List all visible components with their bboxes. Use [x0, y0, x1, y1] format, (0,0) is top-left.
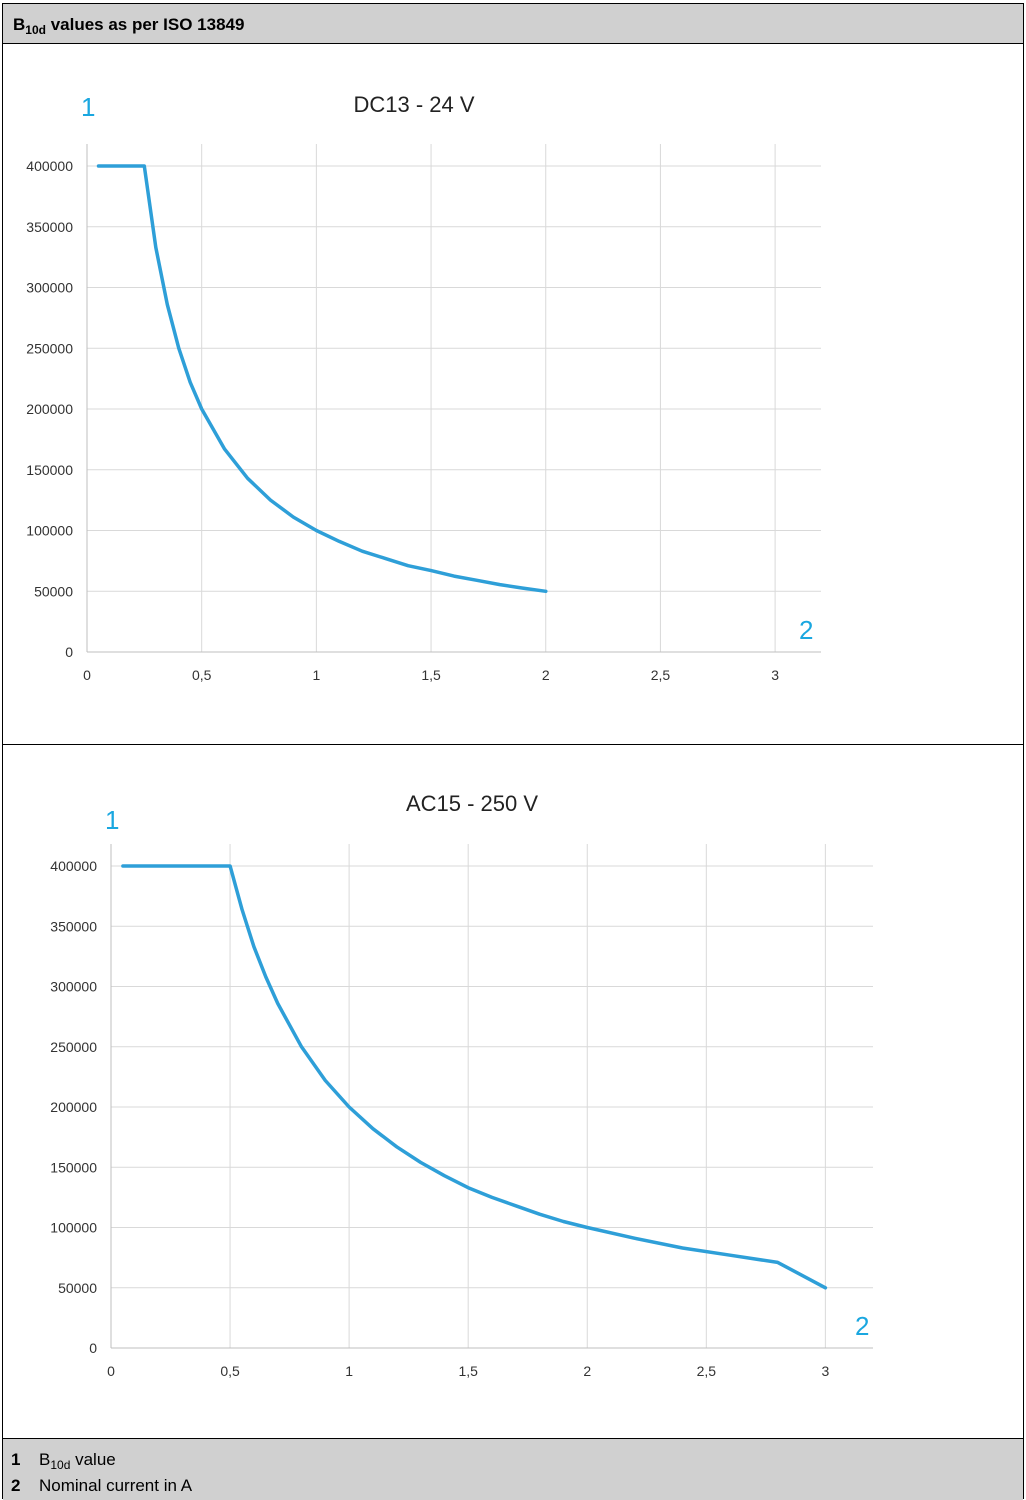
y-tick-label: 250000: [50, 1039, 97, 1055]
y-tick-label: 400000: [26, 158, 73, 174]
chart-cell-dc13: 0 50000 100000 150000 200000 250000 300000 3500…: [3, 44, 1023, 744]
legend-item-1: 1 B10d value: [11, 1450, 116, 1472]
y-tick-label: 150000: [50, 1159, 97, 1175]
y-tick-label: 300000: [50, 979, 97, 995]
callout-x-axis: 2: [855, 1311, 869, 1341]
x-tick-label: 1: [312, 667, 320, 683]
x-tick-label: 2: [542, 667, 550, 683]
y-tick-label: 400000: [50, 858, 97, 874]
x-tick-label: 1,5: [458, 1363, 478, 1379]
spec-table: B10d values as per ISO 13849 0 50000 10000…: [2, 3, 1024, 1500]
y-tick-label: 300000: [26, 280, 73, 296]
callout-y-axis: 1: [81, 92, 95, 122]
chart-title: AC15 - 250 V: [406, 791, 538, 816]
chart-cell-ac15: 0 50000 100000 150000 200000 250000 300000 3500…: [3, 745, 1023, 1438]
x-tick-label: 1: [345, 1363, 353, 1379]
x-tick-label: 0: [107, 1363, 115, 1379]
table-header: B10d values as per ISO 13849: [3, 4, 1023, 44]
legend-number: 2: [11, 1476, 21, 1495]
x-tick-label: 1,5: [421, 667, 441, 683]
y-tick-label: 250000: [26, 340, 73, 356]
series-line: [121, 864, 828, 1290]
y-tick-label: 200000: [26, 401, 73, 417]
chart-ac15: 0 50000 100000 150000 200000 250000 300000 3500…: [50, 791, 873, 1379]
y-tick-label: 150000: [26, 462, 73, 478]
legend-label-subscript: 10d: [50, 1458, 71, 1472]
y-tick-label: 350000: [26, 219, 73, 235]
y-tick-label: 0: [89, 1340, 97, 1356]
x-tick-label: 2,5: [651, 667, 671, 683]
y-tick-label: 50000: [34, 583, 73, 599]
y-tick-label: 50000: [58, 1280, 97, 1296]
callout-x-axis: 2: [799, 615, 813, 645]
chart-title: DC13 - 24 V: [353, 92, 474, 117]
title-main: B: [13, 15, 26, 34]
table-title: B10d values as per ISO 13849: [13, 15, 245, 37]
chart-dc13: 0 50000 100000 150000 200000 250000 300000 3500…: [26, 92, 821, 683]
callout-y-axis: 1: [105, 805, 119, 835]
y-tick-label: 100000: [26, 523, 73, 539]
title-subscript: 10d: [25, 23, 46, 37]
legend-label: B: [39, 1450, 51, 1469]
legend-footer: 1 B10d value 2 Nominal current in A: [3, 1438, 1023, 1500]
legend-label: Nominal current in A: [39, 1476, 193, 1495]
x-tick-label: 0: [83, 667, 91, 683]
legend-number: 1: [11, 1450, 21, 1469]
x-tick-label: 0,5: [220, 1363, 240, 1379]
legend-label-rest: value: [70, 1450, 116, 1469]
x-tick-label: 0,5: [192, 667, 212, 683]
legend-item-2: 2 Nominal current in A: [11, 1476, 192, 1496]
y-tick-label: 0: [65, 644, 73, 660]
row-divider: [3, 744, 1023, 745]
x-tick-label: 2,5: [697, 1363, 717, 1379]
series-line: [96, 164, 548, 594]
y-tick-label: 350000: [50, 918, 97, 934]
x-tick-label: 3: [821, 1363, 829, 1379]
x-tick-label: 2: [583, 1363, 591, 1379]
y-tick-label: 100000: [50, 1220, 97, 1236]
y-tick-label: 200000: [50, 1099, 97, 1115]
x-tick-label: 3: [771, 667, 779, 683]
title-rest: values as per ISO 13849: [45, 15, 245, 34]
